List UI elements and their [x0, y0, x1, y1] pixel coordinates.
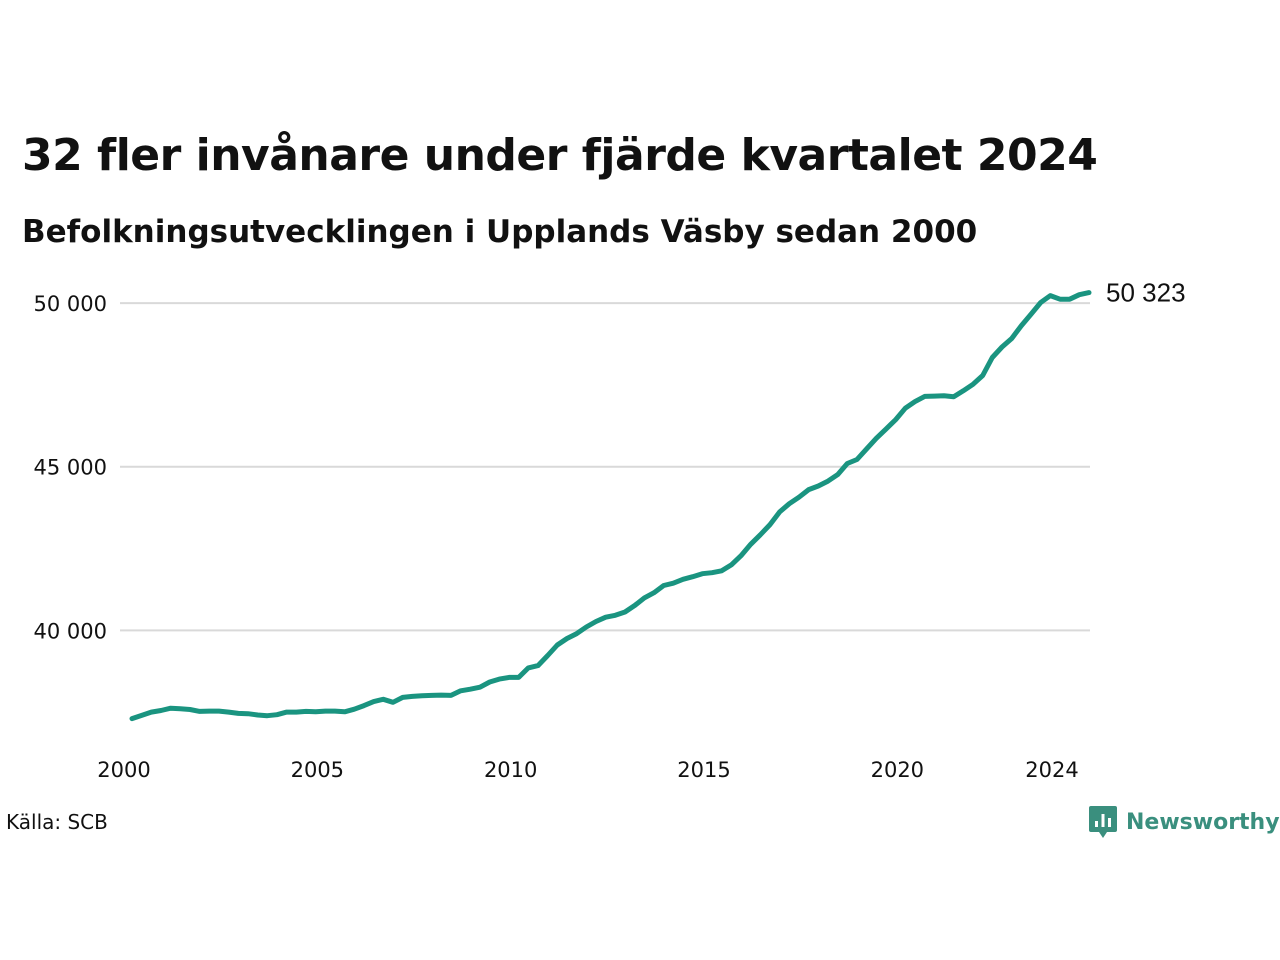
y-tick-label: 40 000: [34, 619, 107, 643]
annotation-layer: 50 323: [1106, 278, 1186, 308]
y-axis-labels: 40 000 45 000 50 000: [34, 292, 107, 643]
x-axis-labels: 2000 2005 2010 2015 2020 2024: [97, 758, 1078, 782]
x-tick-label: 2000: [97, 758, 150, 782]
newsworthy-logo-icon: [1089, 806, 1117, 838]
x-tick-label: 2010: [484, 758, 537, 782]
chart-subtitle: Befolkningsutvecklingen i Upplands Väsby…: [22, 214, 978, 250]
x-tick-label: 2024: [1025, 758, 1078, 782]
end-value-label: 50 323: [1106, 278, 1186, 308]
source-note: Källa: SCB: [6, 810, 108, 834]
y-tick-label: 50 000: [34, 292, 107, 316]
brand-logo[interactable]: Newsworthy: [1088, 804, 1280, 840]
brand-name: Newsworthy: [1126, 809, 1280, 835]
series-line-0: [129, 290, 1092, 722]
y-tick-label: 45 000: [34, 456, 107, 480]
chart-title: 32 fler invånare under fjärde kvartalet …: [22, 130, 1098, 181]
x-tick-label: 2005: [291, 758, 344, 782]
series-layer: [129, 290, 1092, 722]
x-tick-label: 2015: [677, 758, 730, 782]
x-tick-label: 2020: [871, 758, 924, 782]
grid-lines: [120, 302, 1090, 632]
